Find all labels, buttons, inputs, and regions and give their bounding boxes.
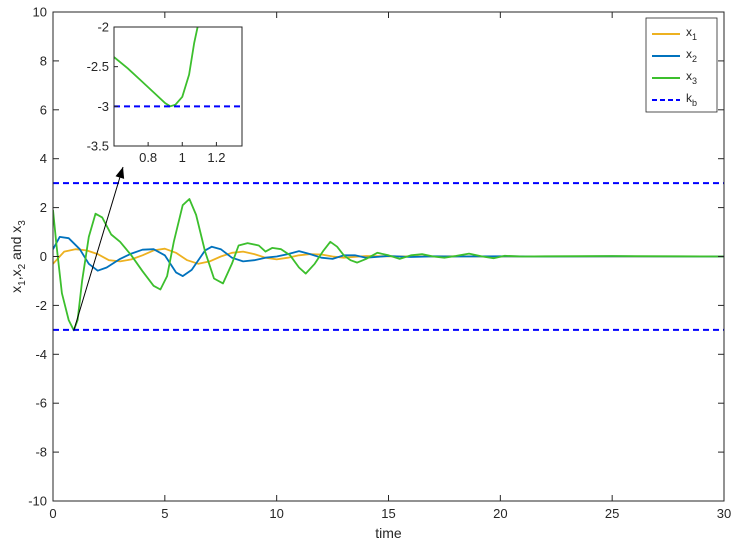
- inset-x3-line: [114, 27, 199, 108]
- inset-plot-area: [114, 27, 242, 146]
- x-tick-label: 15: [381, 506, 395, 521]
- inset-x-tick-label: 0.8: [139, 150, 157, 165]
- inset-y-tick-label: -2.5: [87, 59, 109, 74]
- legend-box: [645, 17, 718, 113]
- inset-y-tick-label: -3: [97, 99, 109, 114]
- legend-label-x2: x2: [686, 47, 697, 64]
- y-tick-label: -4: [35, 347, 47, 362]
- zoom-arrow-line: [73, 166, 124, 331]
- y-tick-label: 0: [40, 249, 47, 264]
- series-x2-line: [53, 236, 724, 277]
- y-tick-label: 2: [40, 200, 47, 215]
- x-tick-label: 30: [717, 506, 731, 521]
- x-tick-label: 0: [49, 506, 56, 521]
- main-series-group: [53, 182, 724, 332]
- y-tick-label: -2: [35, 298, 47, 313]
- y-tick-label: 6: [40, 102, 47, 117]
- legend-label-x1: x1: [686, 25, 697, 42]
- x-tick-label: 10: [269, 506, 283, 521]
- x-tick-label: 20: [493, 506, 507, 521]
- x-axis-label: time: [375, 525, 402, 541]
- inset-series-group: [114, 27, 242, 108]
- inset-axes-box: [113, 26, 243, 147]
- y-tick-label: -6: [35, 396, 47, 411]
- y-tick-label: -8: [35, 445, 47, 460]
- inset-y-tick-label: -3.5: [87, 139, 109, 154]
- legend-label-kb: kb: [686, 91, 697, 108]
- x-tick-label: 25: [605, 506, 619, 521]
- y-tick-label: 8: [40, 53, 47, 68]
- inset-x-tick-label: 1.2: [207, 150, 225, 165]
- y-axis-label: x1,x2 and x3: [8, 220, 28, 293]
- x-tick-label: 5: [161, 506, 168, 521]
- inset-x-tick-label: 1: [179, 150, 186, 165]
- series-x3-line: [53, 198, 724, 332]
- y-tick-label: 4: [40, 151, 47, 166]
- y-tick-label: 10: [33, 5, 47, 20]
- legend-label-x3: x3: [686, 69, 697, 86]
- inset-y-tick-label: -2: [97, 20, 109, 35]
- y-tick-label: -10: [28, 494, 47, 509]
- zoom-arrow-head: [115, 167, 125, 179]
